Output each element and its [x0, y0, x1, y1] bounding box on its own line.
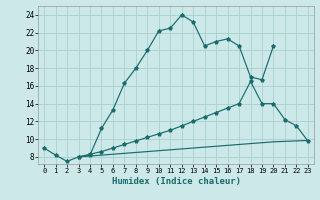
X-axis label: Humidex (Indice chaleur): Humidex (Indice chaleur) [111, 177, 241, 186]
